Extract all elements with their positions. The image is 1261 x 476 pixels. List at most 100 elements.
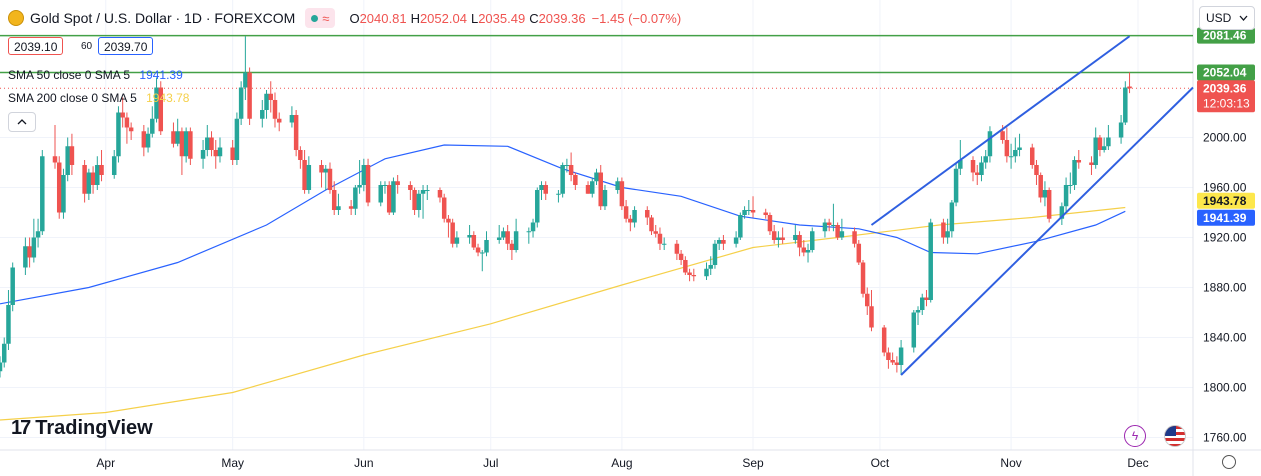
candle-body [619,181,625,207]
candle-body [247,72,252,119]
candle [353,185,358,215]
candle-body [353,187,358,209]
candle-body [543,185,548,194]
price-tag-box [1197,209,1255,226]
candle [598,165,603,210]
us-flag-icon[interactable] [1164,425,1186,447]
candle-body [150,118,155,134]
sell-price-button[interactable]: 2039.10 [8,37,64,55]
candle-body [323,168,328,173]
candle-body [1072,160,1077,185]
candle-body [958,160,963,169]
candle [987,126,993,163]
candle [1042,181,1048,207]
candle [416,190,422,218]
ohlc-low: L2035.49 [470,10,526,26]
candle [1008,143,1014,169]
candle [289,106,295,128]
candle [260,100,265,128]
candle-body [628,218,633,223]
sma50-label: SMA 50 close 0 SMA 5 [8,68,131,82]
tradingview-logo[interactable]: 17 TradingView [11,417,153,440]
settings-gear-icon[interactable] [1222,455,1236,469]
candle [272,92,278,128]
currency-selector[interactable]: USD [1199,6,1255,30]
candle-body [1068,185,1073,186]
collapse-legend-button[interactable] [8,112,36,132]
candle [746,200,752,215]
candle [336,193,341,215]
candle-body [615,181,620,190]
price-tick-label: 1800.00 [1203,381,1247,395]
candle-body [513,231,519,250]
candle [941,218,946,244]
candle [810,227,815,253]
ohlc-open: O2040.81 [349,10,407,26]
candle-body [441,197,447,219]
time-tick-label: Jul [483,456,498,470]
candle-body [767,215,773,232]
candle [141,125,147,157]
candle [661,237,667,250]
candle [243,36,248,100]
price-tag-level: 2081.46 [1197,27,1255,44]
candle-body [987,131,993,157]
candle-body [535,190,540,223]
candle [704,262,709,280]
candle [475,243,481,257]
symbol-title[interactable]: Gold Spot / U.S. Dollar · 1D · FOREXCOM [30,10,296,26]
candle [911,310,917,353]
candle [145,127,151,153]
candle-body [539,185,544,190]
candle-body [475,247,481,253]
candle [1118,115,1124,144]
candle [65,137,70,182]
candle [1101,137,1107,153]
candle-body [412,190,417,210]
candle-body [209,137,214,150]
time-tick-label: May [221,456,244,470]
candle-body [1042,190,1048,198]
sma50-legend[interactable]: SMA 50 close 0 SMA 5 1941.39 [8,68,183,82]
candle [869,290,874,332]
candle-body [1089,162,1094,165]
candle [124,112,130,144]
candle [348,200,354,215]
candle [831,203,836,232]
lightning-icon[interactable]: ϟ [1124,425,1146,447]
candle [602,185,608,210]
candle-body [348,206,354,209]
candle-body [408,185,413,190]
tradingview-mark-icon: 17 [11,417,31,439]
candle [276,112,282,132]
candle-body [175,131,180,144]
candle [302,150,307,194]
candle [171,122,176,148]
price-tag-box [1197,192,1255,209]
candle [86,168,92,200]
candle [365,158,371,207]
candle-body [1,343,7,363]
candle-body [95,165,100,185]
candle-body [268,93,274,100]
chart-legend: Gold Spot / U.S. Dollar · 1D · FOREXCOM … [8,8,681,28]
candle [268,81,274,113]
buy-price-button[interactable]: 2039.70 [98,37,154,55]
candle [306,156,312,194]
price-change: −1.45 (−0.07%) [591,10,682,26]
candle-body [154,87,159,119]
candle [386,181,392,215]
price-tick-label: 1880.00 [1203,281,1247,295]
market-status-pill[interactable]: ≈ [305,8,336,28]
candle [391,177,396,215]
candle-body [1097,137,1103,150]
candle-body [704,268,709,277]
candle-body [425,190,430,191]
candle [1034,160,1039,185]
candle-body [188,131,193,159]
sma200-legend[interactable]: SMA 200 close 0 SMA 5 1943.78 [8,91,189,105]
candle-body [974,172,980,175]
candle-body [1106,137,1111,147]
candle [894,356,900,373]
